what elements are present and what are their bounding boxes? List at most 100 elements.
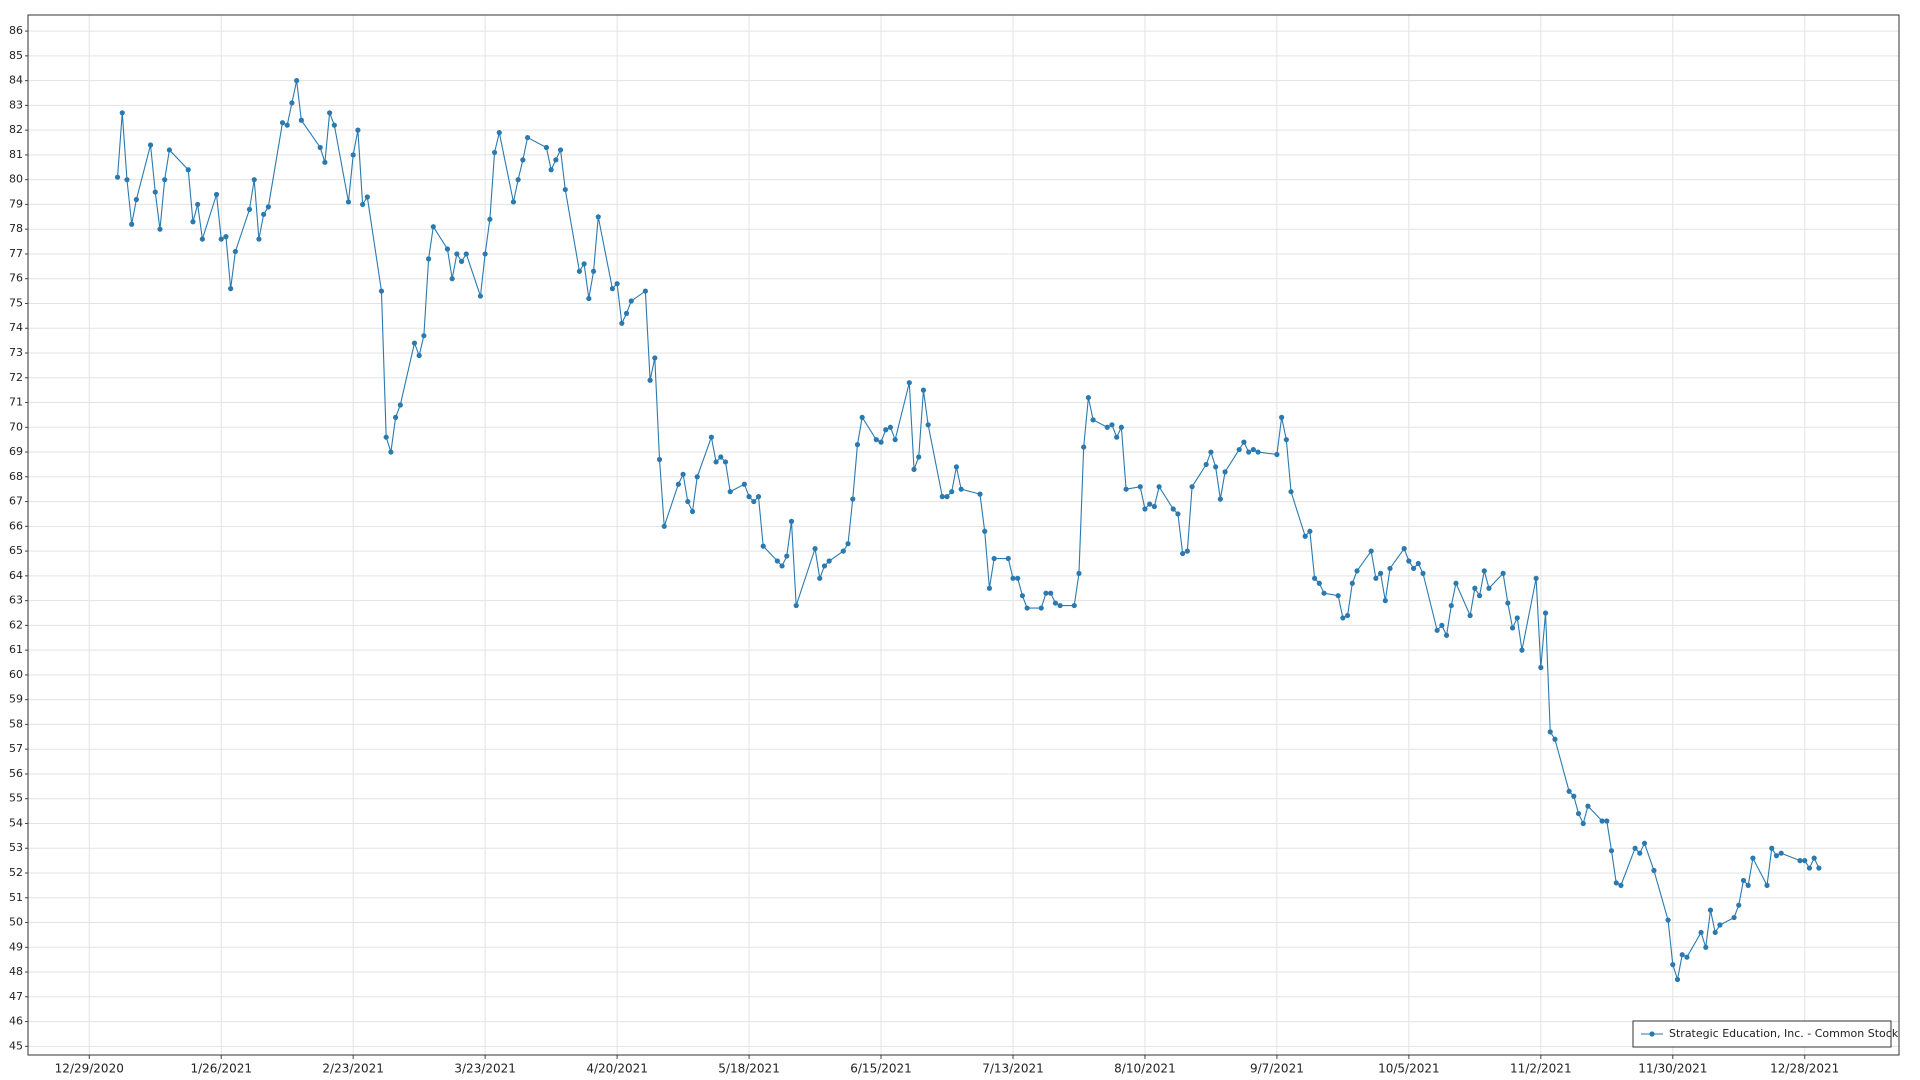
data-point — [199, 236, 205, 242]
data-point — [345, 199, 352, 205]
data-point — [1519, 647, 1525, 653]
data-point — [1415, 560, 1421, 567]
data-point — [1585, 803, 1591, 809]
data-point — [114, 174, 121, 180]
data-point — [1024, 605, 1030, 611]
data-point — [609, 286, 615, 292]
y-tick-label: 45 — [9, 1039, 23, 1052]
data-point — [1151, 503, 1157, 510]
data-point — [1307, 528, 1313, 534]
y-tick-label: 86 — [9, 24, 23, 37]
data-point — [1081, 444, 1087, 450]
y-tick-label: 78 — [9, 222, 23, 235]
data-point — [1019, 593, 1026, 599]
data-point — [133, 196, 139, 203]
data-point — [1476, 593, 1483, 599]
data-point — [1575, 810, 1582, 817]
data-point — [722, 459, 729, 465]
data-point — [1500, 570, 1506, 576]
data-point — [1175, 511, 1181, 517]
data-point — [1123, 486, 1129, 492]
y-tick-label: 47 — [9, 990, 23, 1003]
data-point — [454, 251, 460, 257]
x-tick-label: 12/28/2021 — [1770, 1062, 1839, 1076]
data-point — [1486, 585, 1492, 591]
y-tick-label: 51 — [9, 891, 23, 904]
x-tick-label: 7/13/2021 — [982, 1062, 1044, 1076]
data-point — [1156, 484, 1162, 490]
data-point — [1778, 850, 1784, 856]
data-point — [279, 120, 286, 126]
data-point — [1604, 818, 1610, 824]
data-point — [661, 523, 667, 529]
data-point — [741, 481, 747, 487]
data-point — [1052, 600, 1059, 606]
data-point — [1443, 632, 1450, 638]
data-point — [746, 494, 752, 500]
x-tick-label: 8/10/2021 — [1114, 1062, 1176, 1076]
data-point — [595, 214, 601, 220]
data-point — [1679, 952, 1685, 958]
data-point — [1217, 496, 1223, 502]
y-tick-label: 80 — [9, 173, 23, 186]
y-tick-label: 66 — [9, 519, 23, 532]
y-tick-label: 64 — [9, 569, 23, 582]
data-point — [477, 293, 484, 299]
data-point — [1354, 568, 1360, 574]
data-point — [119, 110, 125, 116]
data-point — [147, 142, 154, 148]
data-point — [751, 498, 757, 505]
data-point — [1670, 962, 1676, 968]
data-point — [1434, 627, 1440, 633]
data-point — [1641, 840, 1648, 846]
data-point — [190, 219, 196, 225]
y-tick-label: 55 — [9, 792, 23, 805]
data-point — [322, 159, 328, 165]
data-point — [619, 320, 625, 326]
data-point — [265, 204, 271, 210]
data-point — [1222, 469, 1228, 475]
data-point — [1467, 612, 1473, 619]
x-tick-label: 5/18/2021 — [718, 1062, 780, 1076]
data-point — [977, 491, 983, 497]
data-point — [261, 211, 267, 217]
data-point — [986, 585, 993, 591]
data-point — [166, 147, 172, 153]
x-tick-label: 2/23/2021 — [322, 1062, 384, 1076]
data-point — [760, 543, 766, 549]
data-point — [1698, 929, 1704, 936]
data-point — [557, 147, 564, 153]
data-point — [1368, 548, 1374, 554]
data-point — [1684, 954, 1690, 960]
data-point — [1712, 929, 1718, 936]
data-point — [1740, 877, 1747, 884]
data-point — [1745, 882, 1751, 888]
data-point — [1246, 449, 1252, 455]
data-point — [1104, 424, 1110, 430]
data-point — [911, 466, 917, 472]
data-point — [251, 177, 257, 183]
y-tick-label: 52 — [9, 866, 23, 879]
y-tick-label: 49 — [9, 940, 23, 953]
data-point — [628, 298, 634, 304]
y-tick-label: 48 — [9, 965, 23, 978]
y-tick-label: 79 — [9, 197, 23, 210]
data-point — [708, 434, 714, 440]
data-point — [576, 268, 583, 274]
data-point — [1608, 848, 1615, 854]
y-tick-label: 50 — [9, 916, 23, 929]
data-point — [157, 226, 163, 232]
data-point — [623, 310, 630, 316]
data-point — [1439, 622, 1445, 628]
data-point — [289, 100, 295, 106]
plot-area — [28, 15, 1899, 1055]
data-point — [284, 122, 290, 128]
data-point — [1769, 845, 1775, 851]
y-tick-label: 75 — [9, 296, 23, 309]
data-point — [1015, 575, 1021, 581]
data-point — [162, 177, 168, 183]
data-point — [1707, 907, 1714, 913]
y-tick-label: 57 — [9, 742, 23, 755]
data-point — [185, 167, 191, 173]
